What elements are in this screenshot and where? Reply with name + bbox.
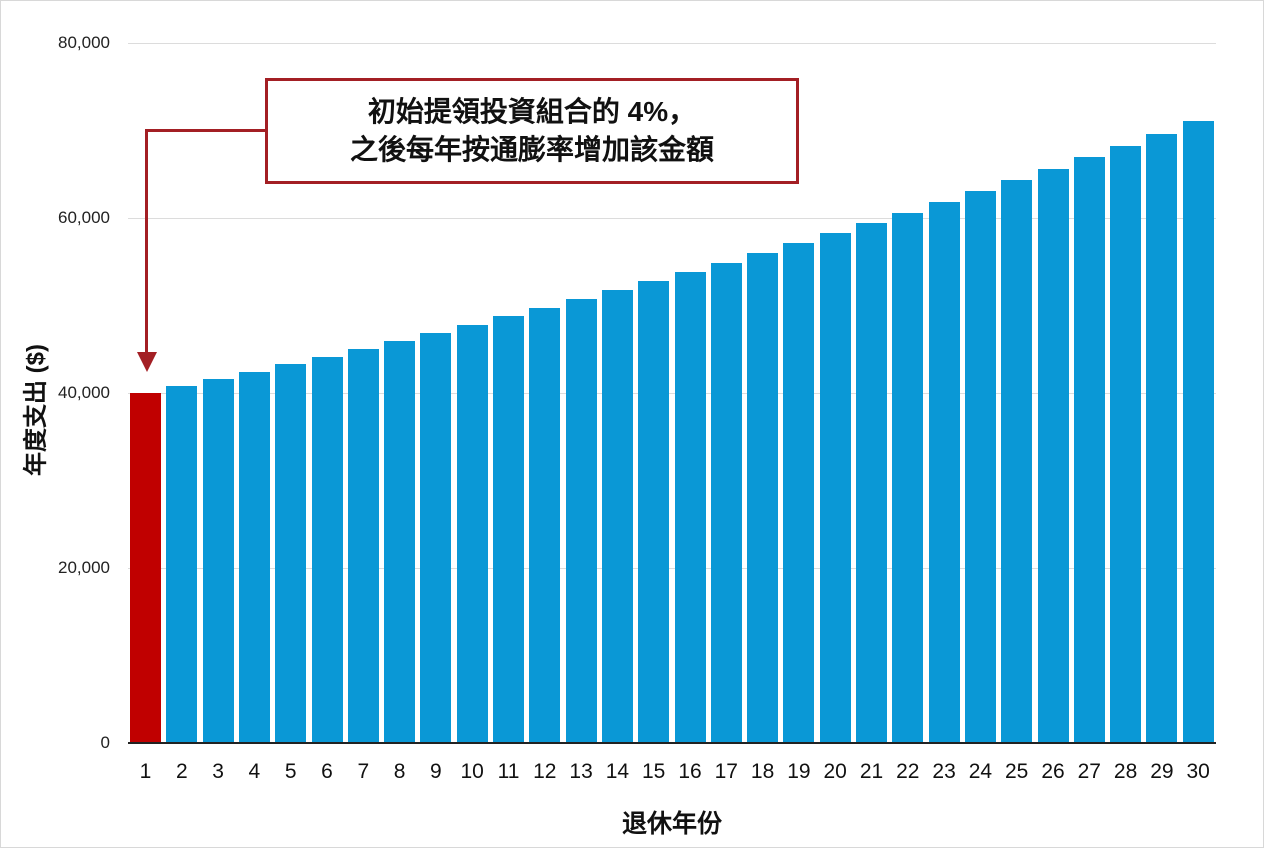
x-tick-label: 25: [1005, 760, 1029, 783]
bar-year-23: [928, 201, 960, 743]
annotation-callout: 初始提領投資組合的 4%， 之後每年按通膨率增加該金額: [265, 78, 799, 184]
bar-year-21: [856, 222, 887, 743]
bar-year-4: [238, 371, 270, 743]
x-tick-label: 7: [357, 760, 370, 783]
x-tick-label: 29: [1150, 760, 1174, 783]
bar-year-13: [565, 299, 597, 743]
bar-year-27: [1073, 157, 1105, 743]
bar-year-6: [311, 356, 343, 743]
x-tick-label: 26: [1041, 760, 1065, 783]
x-tick-label: 16: [678, 760, 702, 783]
bar-year-7: [347, 348, 379, 743]
annotation-arrow-line-vertical: [145, 129, 148, 355]
y-tick-label: 20,000: [58, 558, 110, 577]
y-tick-label: 40,000: [58, 383, 110, 402]
x-tick-label: 17: [714, 760, 738, 783]
x-tick-label: 30: [1186, 760, 1210, 783]
bar-year-22: [892, 212, 924, 743]
x-tick-label: 27: [1077, 760, 1101, 783]
x-tick-label: 20: [823, 760, 847, 783]
bar-year-12: [529, 307, 561, 743]
bar-year-5: [275, 364, 307, 743]
x-tick-label: 5: [284, 760, 297, 783]
bar-year-14: [601, 290, 633, 743]
bar-year-19: [783, 243, 815, 743]
x-tick-label: 13: [569, 760, 593, 783]
arrow-down-icon: [137, 352, 157, 372]
bar-year-11: [493, 316, 524, 743]
bar-year-17: [710, 262, 742, 743]
x-axis-line: [128, 742, 1216, 744]
annotation-arrow-line: [145, 129, 266, 132]
x-tick-label: 14: [605, 760, 630, 783]
x-tick-label: 28: [1113, 760, 1138, 783]
x-tick-label: 4: [248, 760, 261, 783]
gridline: [128, 393, 1216, 394]
gridline: [128, 568, 1216, 569]
bar-year-9: [420, 332, 452, 743]
bar-year-1: [130, 393, 161, 743]
x-axis-label: 退休年份: [621, 810, 722, 838]
bar-year-26: [1037, 168, 1069, 743]
bar-year-25: [1001, 180, 1033, 743]
x-tick-label: 9: [430, 760, 442, 783]
x-tick-label: 3: [212, 760, 224, 783]
bar-year-3: [202, 378, 234, 743]
x-tick-label: 21: [859, 760, 884, 783]
x-tick-label: 2: [175, 760, 188, 783]
gridline: [128, 218, 1216, 219]
y-tick-label: 60,000: [58, 208, 110, 227]
bar-year-28: [1110, 145, 1142, 743]
x-tick-label: 19: [787, 760, 811, 783]
x-tick-label: 11: [497, 760, 520, 783]
y-tick-label: 80,000: [58, 33, 110, 52]
x-tick-label: 8: [393, 760, 406, 783]
bar-year-10: [456, 324, 488, 743]
callout-line-1: 初始提領投資組合的 4%，: [367, 96, 697, 127]
gridline: [128, 43, 1216, 44]
y-tick-label: 0: [100, 733, 110, 752]
x-tick-label: 6: [321, 760, 333, 783]
x-tick-label: 18: [750, 760, 775, 783]
bar-year-18: [747, 252, 779, 743]
x-tick-label: 15: [642, 760, 666, 783]
x-tick-label: 12: [533, 760, 557, 783]
bar-year-30: [1182, 121, 1214, 743]
x-tick-label: 10: [460, 760, 484, 783]
bar-year-24: [964, 191, 996, 743]
x-tick-label: 23: [932, 760, 956, 783]
y-axis-label: 年度支出 ($): [22, 344, 50, 476]
x-tick-label: 22: [896, 760, 920, 783]
x-tick-label: 24: [968, 760, 993, 783]
bar-year-29: [1146, 133, 1178, 743]
bar-year-2: [166, 386, 198, 743]
bar-year-8: [384, 340, 416, 743]
bar-year-15: [638, 281, 670, 743]
callout-line-2: 之後每年按通膨率增加該金額: [349, 134, 714, 165]
x-tick-label: 1: [139, 760, 152, 783]
bar-year-16: [674, 271, 706, 743]
bar-year-20: [819, 233, 851, 743]
